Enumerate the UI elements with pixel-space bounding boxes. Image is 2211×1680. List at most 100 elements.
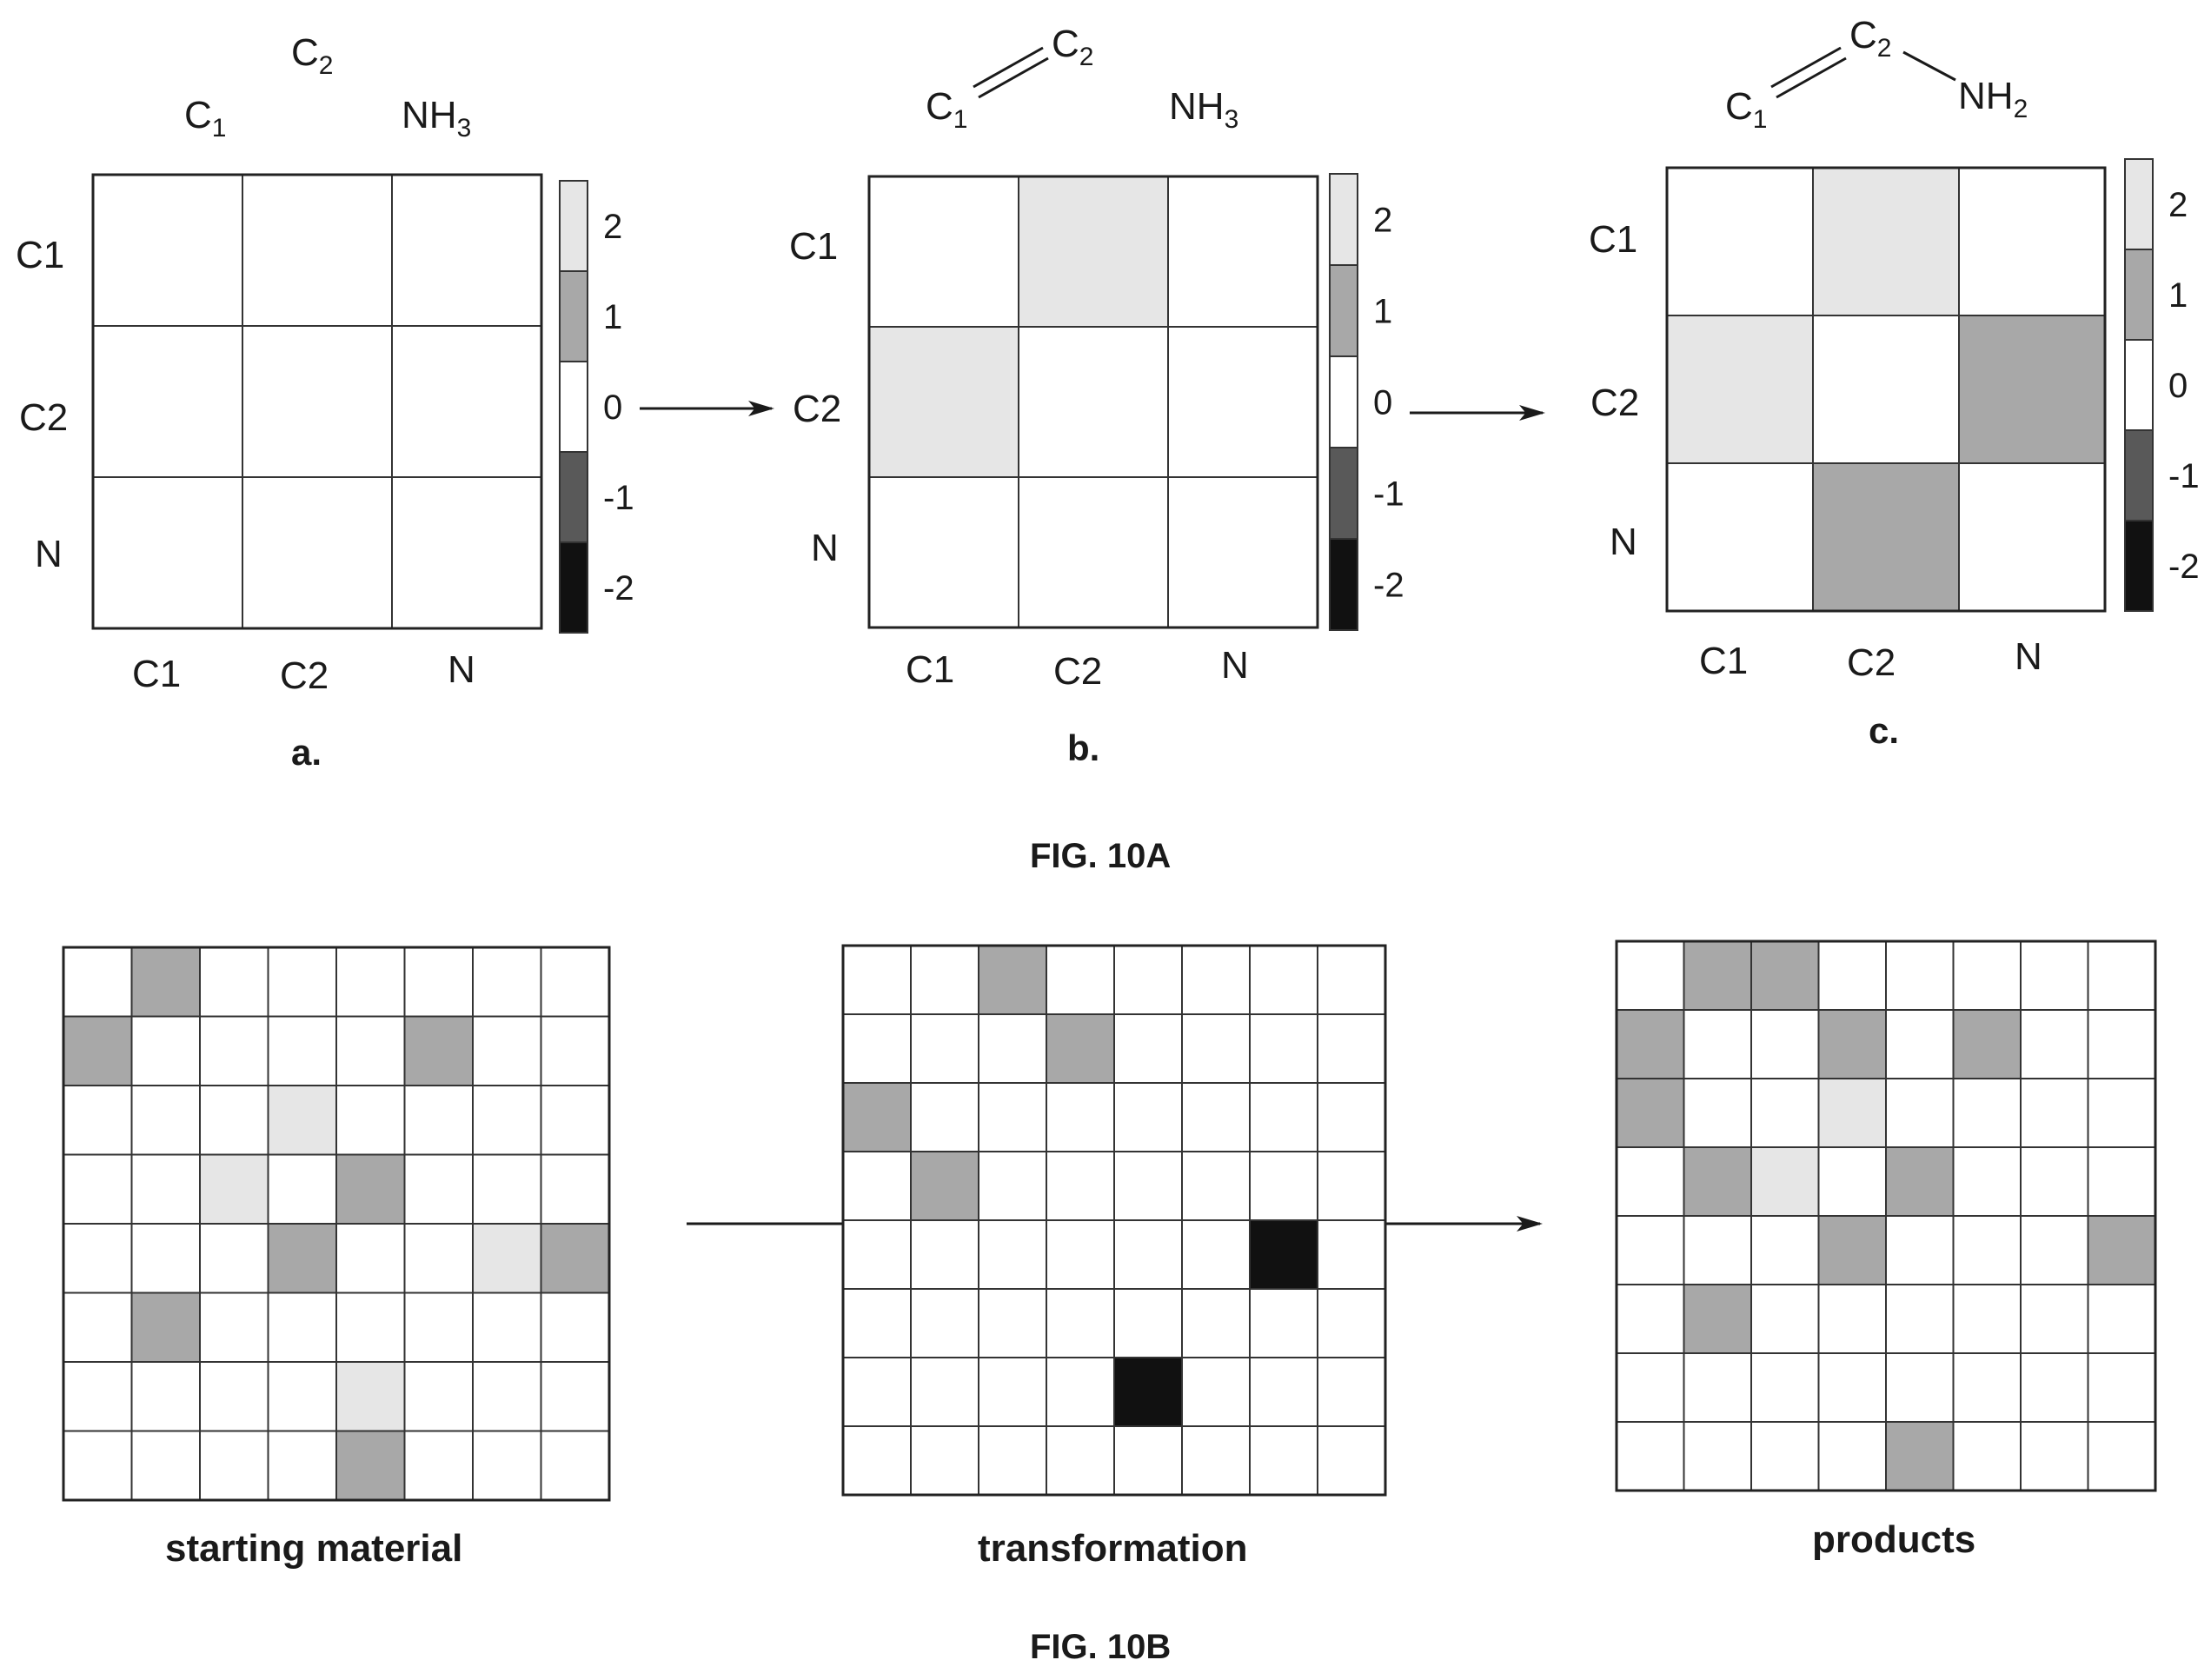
matrix-cell [92, 325, 243, 478]
matrix-cell [403, 946, 474, 1018]
panel-b: C1 C2 NH3 C1 C2 N C1 C2 N 2 1 0 -1 -2 b. [789, 23, 1404, 768]
colorbar-tick-label: -1 [1373, 475, 1404, 514]
matrix-cell [540, 1223, 610, 1294]
matrix-cell [1616, 1421, 1685, 1491]
matrix-cell [63, 1153, 133, 1225]
fig-10a: C1 C2 NH3 C1 C2 N C1 C2 N 2 1 0 -1 -2 a. [16, 14, 2200, 875]
matrix-cell [391, 325, 542, 478]
matrix-cell [910, 1357, 979, 1427]
double-bond [1770, 46, 1847, 99]
matrix-cell [391, 174, 542, 327]
colorbar-tick-label: 1 [2168, 276, 2188, 315]
matrix-cell [1317, 1425, 1386, 1496]
matrix-cell [910, 1288, 979, 1358]
matrix-cell [2020, 1146, 2089, 1217]
matrix-cell [978, 1357, 1047, 1427]
matrix-cell [335, 1223, 406, 1294]
matrix-cell [242, 325, 393, 478]
colorbar-a: 2 1 0 -1 -2 [559, 180, 634, 634]
matrix-cell [2020, 940, 2089, 1011]
matrix-cell [540, 1015, 610, 1086]
matrix-cell [1046, 1219, 1115, 1290]
matrix-cell [63, 1223, 133, 1294]
matrix-cell [63, 1085, 133, 1156]
matrix-cell [130, 1085, 201, 1156]
matrix-border [1615, 940, 2157, 1492]
matrix-cell [2087, 940, 2156, 1011]
matrix-cell [1018, 326, 1169, 478]
matrix-cell [1952, 1078, 2022, 1148]
matrix-cell [1046, 1357, 1115, 1427]
matrix-cell [2020, 1215, 2089, 1285]
matrix-cell [267, 1223, 337, 1294]
matrix-cell [1018, 476, 1169, 628]
row-label-n: N [811, 527, 839, 569]
matrix-cell [1885, 1078, 1955, 1148]
matrix-cell [842, 1219, 912, 1290]
matrix-cell [978, 1082, 1047, 1152]
molecule-atom-c2: C2 [1052, 23, 1093, 71]
colorbar-tick-label: -2 [603, 569, 634, 608]
matrix-cell [978, 1288, 1047, 1358]
matrix-cell [199, 1153, 269, 1225]
matrix-cell [1249, 1082, 1318, 1152]
matrix-border [841, 944, 1387, 1497]
matrix-cell [1750, 1146, 1820, 1217]
matrix-cell [1113, 945, 1183, 1015]
matrix-cell [1885, 1421, 1955, 1491]
matrix-border [1665, 166, 2107, 613]
matrix-cell [199, 946, 269, 1018]
matrix-cell [335, 1361, 406, 1432]
matrix-cell [1113, 1013, 1183, 1084]
col-label-n: N [1221, 644, 1249, 687]
panel-c: C1 C2 NH2 C1 C2 N C1 C2 N 2 1 0 -1 -2 c. [1589, 14, 2200, 751]
matrix-cell [472, 1292, 542, 1363]
matrix-cell [910, 945, 979, 1015]
matrix-cell [1317, 1219, 1386, 1290]
matrix-cell [1113, 1151, 1183, 1221]
matrix-cell [1046, 1288, 1115, 1358]
matrix-cell [1249, 1151, 1318, 1221]
matrix-cell [1817, 1284, 1887, 1354]
matrix-cell [63, 1361, 133, 1432]
label-starting-material: starting material [165, 1527, 462, 1570]
matrix-cell [92, 476, 243, 629]
matrix-cell [1885, 1284, 1955, 1354]
matrix-cell [2020, 1421, 2089, 1491]
matrix-cell [1181, 1013, 1251, 1084]
matrix-cell [1616, 940, 1685, 1011]
colorbar-segment [1329, 538, 1358, 631]
matrix-cell [63, 946, 133, 1018]
colorbar-tick-label: 2 [2168, 186, 2188, 224]
matrix-cell [978, 1151, 1047, 1221]
matrix-cell [1817, 1352, 1887, 1423]
matrix-cell [842, 945, 912, 1015]
matrix-cell [242, 174, 393, 327]
matrix-cell [1683, 940, 1752, 1011]
matrix-cell [540, 1292, 610, 1363]
matrix-cell [1750, 1215, 1820, 1285]
matrix-cell [1750, 1284, 1820, 1354]
matrix-cell [1952, 1421, 2022, 1491]
colorbar-tick-label: 2 [1373, 202, 1392, 240]
matrix-cell [403, 1361, 474, 1432]
matrix-cell [540, 1430, 610, 1501]
matrix-cell [130, 1223, 201, 1294]
matrix-cell [1812, 167, 1960, 316]
colorbar-segment [559, 361, 588, 453]
matrix-cell [1817, 1215, 1887, 1285]
matrix-cell [1181, 1219, 1251, 1290]
matrix-cell [63, 1292, 133, 1363]
bond-matrix-a [91, 173, 543, 630]
matrix-cell [130, 1361, 201, 1432]
matrix-cell [472, 1361, 542, 1432]
matrix-cell [1683, 1146, 1752, 1217]
matrix-cell [267, 1430, 337, 1501]
matrix-cell [1616, 1146, 1685, 1217]
matrix-cell [910, 1013, 979, 1084]
col-label-n: N [2015, 635, 2042, 678]
matrix-cell [1817, 1146, 1887, 1217]
colorbar-tick-label: 1 [1373, 293, 1392, 331]
matrix-cell [1113, 1219, 1183, 1290]
matrix-cell [540, 1361, 610, 1432]
